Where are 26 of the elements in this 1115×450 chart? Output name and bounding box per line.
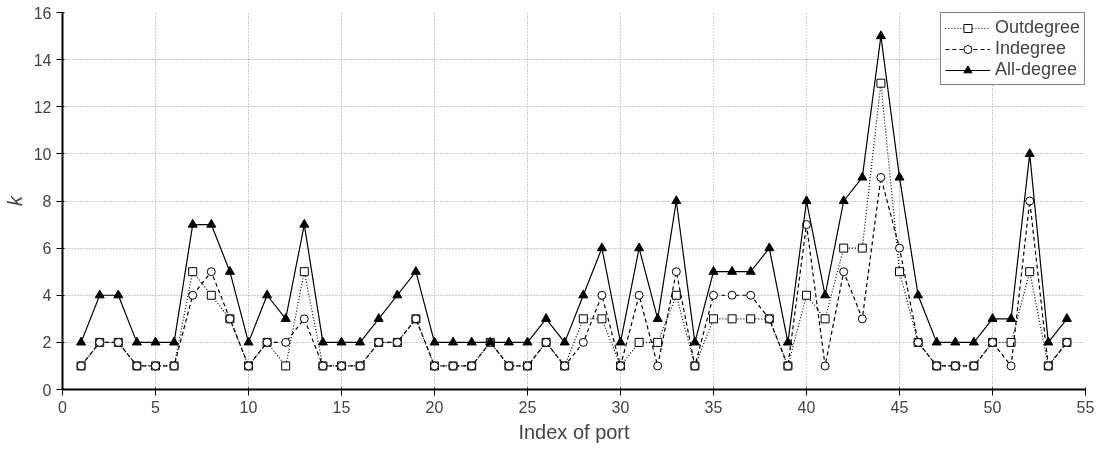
x-tick-label: 15	[332, 398, 351, 416]
y-tick-label: 0	[42, 381, 52, 399]
x-tick-label: 50	[983, 398, 1002, 416]
x-tick-label: 40	[797, 398, 816, 416]
legend-label: Outdegree	[994, 17, 1080, 38]
y-tick-label: 10	[33, 145, 52, 163]
y-tick-label: 14	[33, 51, 52, 69]
legend-label: All-degree	[994, 59, 1077, 80]
x-axis-title: Index of port	[518, 420, 631, 443]
x-tick-label: 0	[58, 398, 68, 416]
y-tick-label: 4	[42, 287, 52, 305]
x-tick-label: 10	[239, 398, 258, 416]
x-tick-label: 30	[611, 398, 630, 416]
y-tick-label: 16	[33, 4, 52, 22]
y-axis-title: k	[3, 195, 26, 206]
y-tick-label: 6	[42, 240, 52, 258]
x-tick-label: 25	[518, 398, 537, 416]
x-tick-label: 20	[425, 398, 444, 416]
y-tick-label: 8	[42, 193, 52, 210]
y-tick-label: 2	[42, 334, 52, 352]
x-tick-label: 35	[704, 398, 723, 416]
x-tick-label: 45	[890, 398, 909, 416]
legend-label: Indegree	[994, 38, 1066, 59]
x-tick-label: 55	[1076, 398, 1095, 416]
x-tick-label: 5	[151, 398, 161, 416]
y-tick-label: 12	[33, 98, 52, 116]
